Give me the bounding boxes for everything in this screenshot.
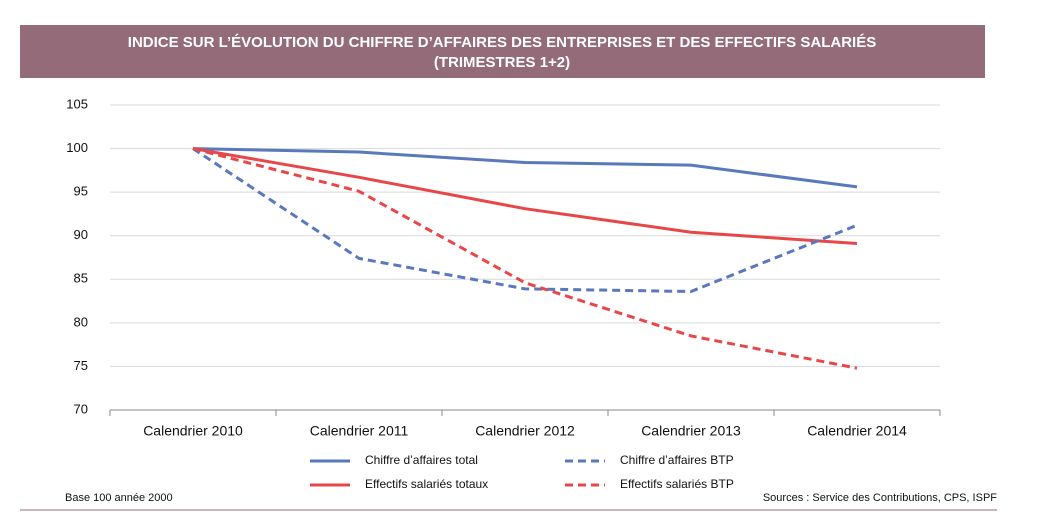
y-tick-label: 75 (74, 358, 88, 373)
series-line (192, 147, 858, 246)
y-tick-label: 85 (74, 271, 88, 286)
y-tick-label: 80 (74, 314, 88, 329)
x-tick-label: Calendrier 2013 (641, 423, 741, 439)
y-tick-label: 70 (74, 401, 88, 416)
legend-label: Effectifs salariés BTP (620, 477, 734, 491)
chart-subtitle: (TRIMESTRES 1+2) (434, 54, 570, 71)
series-line (192, 147, 858, 189)
legend-label: Chiffre d’affaires total (365, 453, 478, 467)
x-tick-label: Calendrier 2014 (807, 423, 907, 439)
legend-label: Chiffre d’affaires BTP (620, 453, 734, 467)
note: Base 100 année 2000 (65, 492, 173, 504)
x-tick-label: Calendrier 2012 (475, 423, 575, 439)
y-tick-label: 105 (66, 96, 88, 111)
series-line (192, 147, 858, 293)
x-tick-label: Calendrier 2010 (143, 423, 243, 439)
legend-label: Effectifs salariés totaux (365, 477, 488, 491)
x-tick-label: Calendrier 2011 (310, 423, 409, 439)
y-tick-label: 95 (74, 184, 88, 199)
chart-title: INDICE SUR L’ÉVOLUTION DU CHIFFRE D’AFFA… (128, 34, 876, 51)
title-banner (20, 25, 985, 78)
series-line (192, 147, 858, 370)
y-tick-label: 90 (74, 227, 88, 242)
source: Sources : Service des Contributions, CPS… (763, 492, 997, 504)
y-tick-label: 100 (66, 140, 88, 155)
